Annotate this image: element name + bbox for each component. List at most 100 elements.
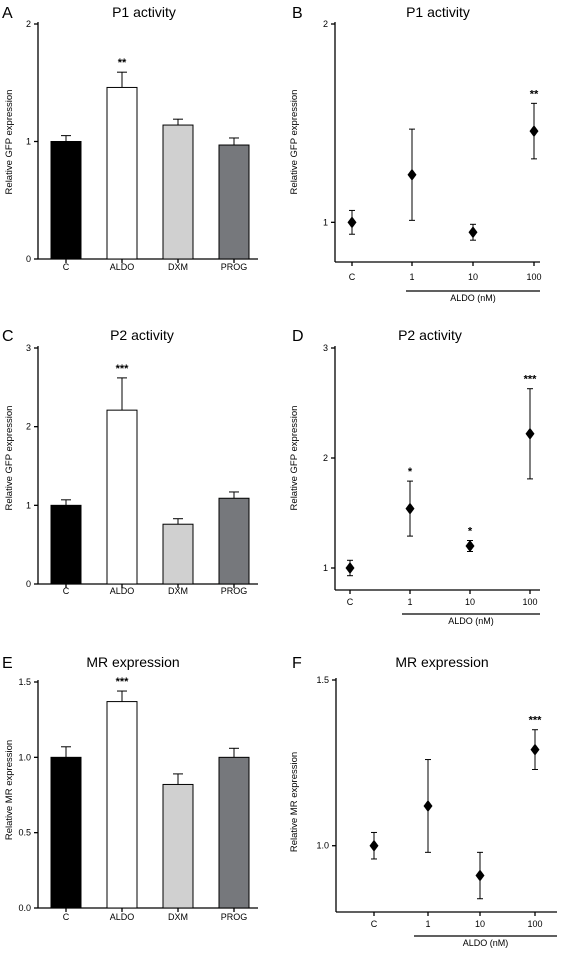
y-tick-label: 0 <box>26 254 31 264</box>
data-point <box>530 743 540 756</box>
significance-label: * <box>468 526 473 538</box>
x-tick-label: 100 <box>526 272 541 282</box>
y-tick-label: 2 <box>26 19 31 29</box>
bar <box>162 523 194 585</box>
panel-letter: C <box>2 328 14 345</box>
y-tick-label: 1.0 <box>316 841 329 851</box>
significance-label: *** <box>116 676 130 688</box>
x-tick-label: C <box>371 919 378 929</box>
chart-title: P1 activity <box>112 4 176 20</box>
data-point <box>347 216 357 229</box>
bar <box>218 497 250 585</box>
bar <box>106 701 138 909</box>
group-label: ALDO (nM) <box>463 938 509 948</box>
plot-area: 0.0 0.5 1.0 1.5 C ALDO *** DXM PROG <box>18 676 258 922</box>
group-label: ALDO (nM) <box>450 293 496 303</box>
x-tick-label: C <box>349 272 356 282</box>
y-tick-label: 3 <box>26 343 31 353</box>
plot-area: 0 1 2 C ALDO ** DXM PROG <box>26 19 258 272</box>
data-point <box>468 226 478 239</box>
bar <box>106 409 138 585</box>
chart-title: MR expression <box>395 654 488 670</box>
x-tick-label: PROG <box>221 912 248 922</box>
x-tick-label: 100 <box>527 919 542 929</box>
bar <box>162 783 194 909</box>
significance-label: *** <box>529 715 543 727</box>
y-axis-label: Relative GFP expression <box>289 406 300 511</box>
bar <box>50 141 82 260</box>
bar <box>218 144 250 260</box>
panel-letter: E <box>2 655 13 672</box>
data-point <box>423 799 433 812</box>
panel-b: B P1 activity Relative GFP expression 1 2… <box>289 4 542 303</box>
panel-d: D P2 activity Relative GFP expression 1 2… <box>289 327 540 626</box>
plot-area: 1 2 3 C 1 * 10 * 100 *** ALDO (nM) <box>323 343 540 626</box>
x-tick-label: 100 <box>522 597 537 607</box>
significance-label: *** <box>116 363 130 375</box>
y-axis-label: Relative GFP expression <box>289 90 300 195</box>
y-tick-label: 1.5 <box>18 677 31 687</box>
y-tick-label: 2 <box>323 453 328 463</box>
x-tick-label: DXM <box>168 912 188 922</box>
y-axis-label: Relative GFP expression <box>4 406 15 511</box>
bar <box>218 756 250 909</box>
panel-a: A P1 activity Relative GFP expression 0 1… <box>2 4 258 272</box>
plot-area: 1 2 C 1 10 100 ** ALDO (nM) <box>323 19 542 303</box>
y-tick-label: 2 <box>323 19 328 29</box>
x-tick-label: ALDO <box>110 586 135 596</box>
y-tick-label: 1 <box>323 563 328 573</box>
y-axis-label: Relative MR expression <box>4 740 15 840</box>
plot-area: 1.0 1.5 C 1 10 100 *** ALDO (nM) <box>316 675 557 948</box>
bar <box>50 504 82 585</box>
significance-label: *** <box>524 374 538 386</box>
panel-f: F MR expression Relative MR expression 1… <box>289 654 557 948</box>
significance-label: ** <box>530 88 539 100</box>
bar <box>162 124 194 260</box>
bar <box>106 86 138 260</box>
x-tick-label: C <box>63 262 70 272</box>
data-point <box>525 427 535 440</box>
x-tick-label: ALDO <box>110 262 135 272</box>
data-point <box>405 502 415 515</box>
x-tick-label: 10 <box>465 597 475 607</box>
panel-c: C P2 activity Relative GFP expression 0 1… <box>2 327 258 596</box>
x-tick-label: 10 <box>468 272 478 282</box>
bar <box>50 756 82 909</box>
significance-label: * <box>408 466 413 478</box>
y-axis-label: Relative GFP expression <box>4 90 15 195</box>
y-tick-label: 0.5 <box>18 828 31 838</box>
x-tick-label: 1 <box>425 919 430 929</box>
data-point <box>475 869 485 882</box>
x-tick-label: DXM <box>168 262 188 272</box>
chart-title: P2 activity <box>398 327 462 343</box>
panel-letter: A <box>2 5 13 22</box>
panel-e: E MR expression Relative MR expression 0… <box>2 654 258 922</box>
x-tick-label: PROG <box>221 262 248 272</box>
y-tick-label: 1.0 <box>18 752 31 762</box>
group-label: ALDO (nM) <box>448 616 494 626</box>
data-point <box>407 168 417 181</box>
x-tick-label: 1 <box>409 272 414 282</box>
y-tick-label: 1.5 <box>316 675 329 685</box>
y-tick-label: 1 <box>26 137 31 147</box>
x-tick-label: C <box>347 597 354 607</box>
y-tick-label: 1 <box>26 500 31 510</box>
y-tick-label: 3 <box>323 343 328 353</box>
y-tick-label: 0.0 <box>18 903 31 913</box>
data-point <box>465 540 475 552</box>
panel-letter: D <box>292 328 304 345</box>
data-point <box>529 125 539 138</box>
y-tick-label: 1 <box>323 217 328 227</box>
data-point <box>369 839 379 852</box>
x-tick-label: DXM <box>168 586 188 596</box>
data-point <box>345 562 355 574</box>
y-axis-label: Relative MR expression <box>289 752 300 852</box>
plot-area: 0 1 2 3 C ALDO *** DXM PROG <box>26 343 258 596</box>
chart-title: P1 activity <box>406 4 470 20</box>
significance-label: ** <box>118 57 127 69</box>
panel-letter: F <box>292 655 302 672</box>
y-tick-label: 2 <box>26 422 31 432</box>
x-tick-label: PROG <box>221 586 248 596</box>
x-tick-label: ALDO <box>110 912 135 922</box>
